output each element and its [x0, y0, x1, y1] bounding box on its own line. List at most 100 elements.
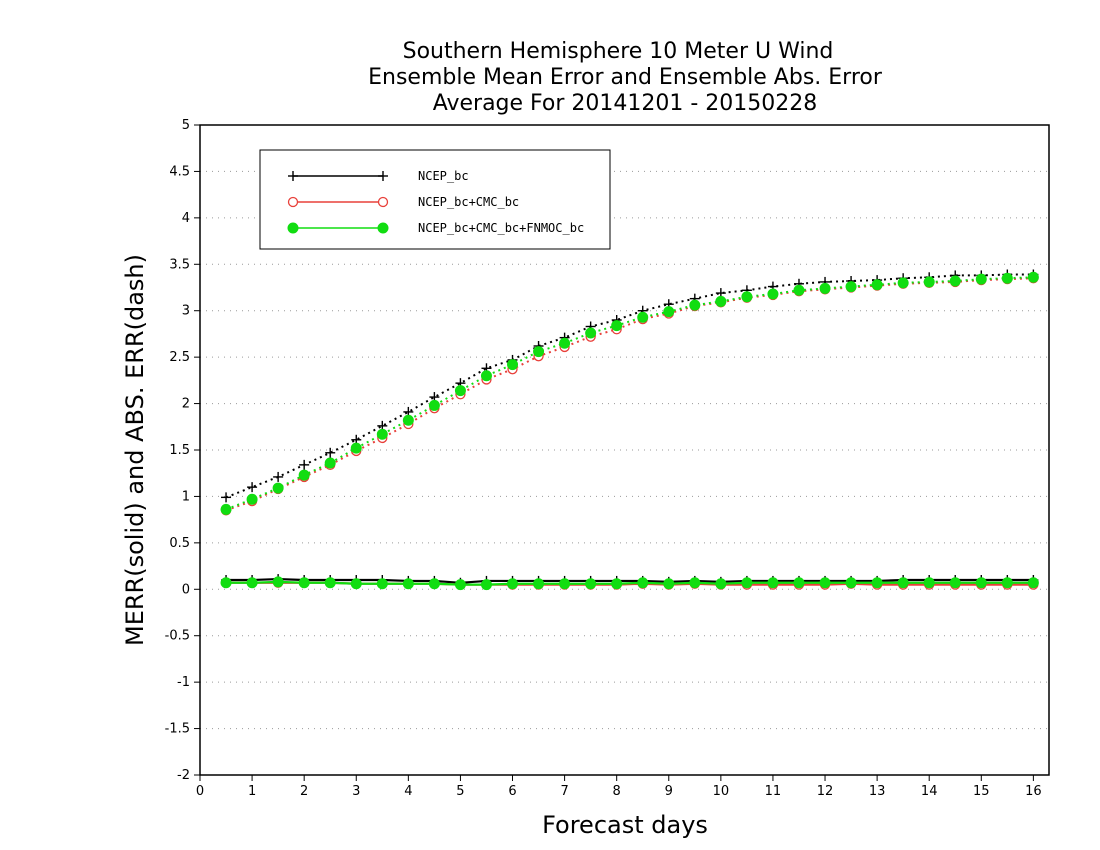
- filled-circle-marker: [923, 276, 935, 288]
- x-tick-label: 6: [508, 784, 516, 799]
- x-tick-label: 15: [973, 784, 990, 799]
- filled-circle-marker: [845, 281, 857, 293]
- x-tick-label: 1: [248, 784, 256, 799]
- filled-circle-marker: [559, 337, 571, 349]
- filled-circle-marker: [949, 275, 961, 287]
- abs-err-line: [225, 277, 1034, 512]
- filled-circle-marker: [298, 469, 310, 481]
- plus-marker: [247, 482, 258, 493]
- filled-circle-marker: [741, 577, 753, 589]
- filled-circle-marker: [377, 222, 389, 234]
- filled-circle-marker: [637, 311, 649, 323]
- legend-label: NCEP_bc: [418, 169, 469, 183]
- x-tick-label: 7: [560, 784, 568, 799]
- filled-circle-marker: [480, 579, 492, 591]
- filled-circle-marker: [663, 578, 675, 590]
- x-tick-label: 14: [921, 784, 938, 799]
- y-tick-label: 0.5: [169, 536, 190, 551]
- x-tick-label: 8: [613, 784, 621, 799]
- filled-circle-marker: [715, 578, 727, 590]
- filled-circle-marker: [871, 279, 883, 291]
- filled-circle-marker: [585, 327, 597, 339]
- filled-circle-marker: [272, 576, 284, 588]
- filled-circle-marker: [1001, 577, 1013, 589]
- legend: NCEP_bc NCEP_bc+CMC_bc NCEP_bc+CMC_bc+FNMO…: [259, 149, 611, 250]
- filled-circle-marker: [793, 284, 805, 296]
- filled-circle-marker: [376, 428, 388, 440]
- filled-circle-marker: [298, 577, 310, 589]
- x-tick-label: 3: [352, 784, 360, 799]
- filled-circle-marker: [350, 578, 362, 590]
- legend-label: NCEP_bc+CMC_bc: [418, 195, 519, 209]
- legend-items: NCEP_bc NCEP_bc+CMC_bc NCEP_bc+CMC_bc+FNMO…: [287, 169, 584, 235]
- filled-circle-marker: [376, 578, 388, 590]
- filled-circle-marker: [402, 578, 414, 590]
- x-tick-label: 13: [869, 784, 886, 799]
- filled-circle-marker: [975, 577, 987, 589]
- y-tick-label: 4: [182, 211, 190, 226]
- filled-circle-marker: [1027, 577, 1039, 589]
- filled-circle-marker: [480, 370, 492, 382]
- title-line-3: Average For 20141201 - 20150228: [433, 91, 818, 116]
- y-tick-label: 1: [182, 489, 190, 504]
- series-layer: [220, 269, 1039, 591]
- y-tick-label: 1.5: [169, 443, 190, 458]
- plus-marker: [288, 171, 298, 181]
- filled-circle-marker: [741, 291, 753, 303]
- plus-marker: [378, 171, 388, 181]
- y-axis: -2 -1.5 -1 -0.5 0 0.5 1 1.5 2 2.5 3 3.5 4 4.5 5: [165, 118, 200, 783]
- filled-circle-marker: [819, 282, 831, 294]
- legend-box: [259, 149, 611, 250]
- series-ncep-bc-cmc-bc: [220, 273, 1039, 590]
- x-tick-label: 5: [456, 784, 464, 799]
- filled-circle-marker: [767, 577, 779, 589]
- y-tick-label: 3.5: [169, 257, 190, 272]
- filled-circle-marker: [507, 359, 519, 371]
- filled-circle-marker: [454, 579, 466, 591]
- filled-circle-marker: [350, 442, 362, 454]
- filled-circle-marker: [689, 299, 701, 311]
- open-circle-marker: [377, 196, 389, 208]
- y-tick-label: -1.5: [165, 722, 190, 737]
- filled-circle-marker: [402, 414, 414, 426]
- filled-circle-marker: [689, 577, 701, 589]
- filled-circle-marker: [663, 306, 675, 318]
- filled-circle-marker: [767, 288, 779, 300]
- y-axis-label: MERR(solid) and ABS. ERR(dash): [121, 254, 149, 646]
- filled-circle-marker: [454, 385, 466, 397]
- filled-circle-marker: [897, 577, 909, 589]
- x-tick-label: 16: [1025, 784, 1042, 799]
- filled-circle-marker: [324, 577, 336, 589]
- filled-circle-marker: [220, 577, 232, 589]
- filled-circle-marker: [975, 273, 987, 285]
- filled-circle-marker: [637, 577, 649, 589]
- legend-entry: NCEP_bc: [288, 169, 469, 183]
- x-tick-label: 0: [196, 784, 204, 799]
- y-tick-label: 2.5: [169, 350, 190, 365]
- filled-circle-marker: [1027, 271, 1039, 283]
- title-line-1: Southern Hemisphere 10 Meter U Wind: [403, 39, 834, 64]
- filled-circle-marker: [715, 295, 727, 307]
- filled-circle-marker: [428, 578, 440, 590]
- filled-circle-marker: [246, 577, 258, 589]
- title-line-2: Ensemble Mean Error and Ensemble Abs. Er…: [368, 65, 883, 90]
- x-tick-label: 2: [300, 784, 308, 799]
- filled-circle-marker: [428, 399, 440, 411]
- series-ncep-bc-cmc-bc-fnmoc-bc: [220, 271, 1039, 591]
- filled-circle-marker: [611, 320, 623, 332]
- x-axis-label: Forecast days: [542, 811, 708, 839]
- filled-circle-marker: [324, 457, 336, 469]
- filled-circle-marker: [533, 578, 545, 590]
- chart-title: Southern Hemisphere 10 Meter U Wind Ense…: [368, 39, 883, 116]
- abs-err-line: [225, 276, 1034, 511]
- filled-circle-marker: [845, 577, 857, 589]
- plus-marker: [325, 447, 336, 458]
- plus-marker: [221, 492, 232, 503]
- x-tick-label: 11: [765, 784, 782, 799]
- legend-entry: NCEP_bc+CMC_bc+FNMOC_bc: [287, 221, 584, 235]
- y-tick-label: -1: [177, 675, 190, 690]
- open-circle-marker: [287, 196, 299, 208]
- plus-marker: [273, 471, 284, 482]
- filled-circle-marker: [793, 577, 805, 589]
